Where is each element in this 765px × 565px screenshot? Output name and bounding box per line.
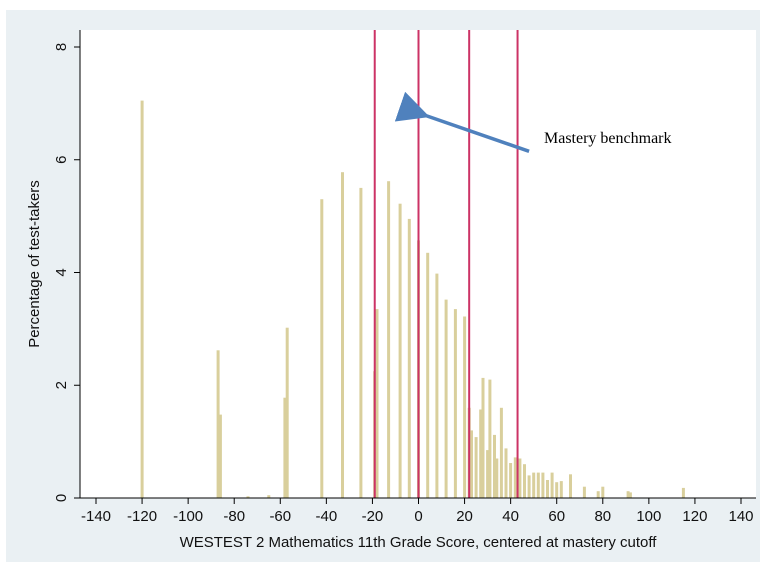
x-tick-label: -60 (269, 508, 291, 525)
annotation-text: Mastery benchmark (544, 130, 672, 147)
y-tick-label: 4 (53, 268, 70, 276)
annotation: Mastery benchmark (394, 91, 672, 153)
x-tick-label: -20 (362, 508, 384, 525)
bar (320, 199, 324, 498)
bar (488, 379, 492, 498)
bar (341, 172, 344, 498)
bar (513, 457, 517, 498)
bar (453, 309, 457, 498)
y-tick-label: 8 (53, 43, 70, 51)
bar (218, 414, 222, 498)
bar (283, 397, 287, 498)
bar (628, 492, 632, 498)
x-tick-label: -40 (316, 508, 338, 525)
x-axis-title: WESTEST 2 Mathematics 11th Grade Score, … (180, 534, 658, 551)
bar (518, 458, 522, 498)
bar (493, 434, 496, 498)
chart-svg: -140 -120 -100 -80 -60 -40 -20 0 20 40 60 80 100 120 1… (26, 30, 756, 551)
x-tick-label: 20 (456, 508, 473, 525)
y-axis-title: Percentage of test-takers (26, 180, 43, 348)
y-tick-label: 2 (53, 381, 70, 389)
bar (681, 487, 685, 498)
x-tick-label: 120 (682, 508, 707, 525)
chart-figure: -140 -120 -100 -80 -60 -40 -20 0 20 40 60 80 100 120 1… (6, 10, 760, 562)
bar (481, 377, 485, 498)
bar (550, 472, 554, 498)
bar (532, 472, 536, 498)
bar (486, 450, 490, 498)
bar (504, 448, 508, 498)
bar (359, 187, 363, 498)
x-tick-label: 140 (728, 508, 753, 525)
bar (216, 350, 220, 498)
bar (582, 486, 586, 498)
bar (626, 491, 630, 498)
bar (474, 437, 478, 498)
bar (267, 495, 271, 498)
bar (596, 491, 600, 498)
bar (387, 181, 391, 498)
bar (470, 430, 473, 498)
bar (285, 327, 289, 498)
y-tick-label: 6 (53, 156, 70, 164)
annotation-arrow (394, 91, 530, 153)
bar (499, 407, 503, 498)
x-tick-label: 40 (502, 508, 519, 525)
bar (523, 464, 526, 498)
x-tick-label: 100 (636, 508, 661, 525)
y-axis-ticks: 0 2 4 6 8 (53, 43, 80, 502)
bar (509, 463, 513, 498)
bar (495, 458, 499, 498)
bar (407, 218, 411, 498)
bar (444, 299, 448, 498)
x-tick-label: -100 (173, 508, 203, 525)
bar (435, 273, 439, 498)
x-tick-label: -80 (223, 508, 245, 525)
bar (398, 203, 402, 498)
x-axis-ticks: -140 -120 -100 -80 -60 -40 -20 0 20 40 60 80 100 120 1… (81, 498, 754, 525)
bar (479, 409, 483, 498)
bar (559, 481, 563, 498)
bar (426, 252, 430, 498)
bar (140, 100, 144, 498)
x-tick-label: 80 (594, 508, 611, 525)
bar (246, 496, 250, 498)
bar (546, 480, 549, 498)
bar (569, 474, 572, 498)
bar (375, 309, 379, 498)
y-tick-label: 0 (53, 494, 70, 502)
bar (541, 472, 545, 498)
bar (536, 472, 540, 498)
x-tick-label: 0 (414, 508, 422, 525)
bar (527, 475, 531, 498)
bar (555, 482, 559, 498)
x-tick-label: 60 (548, 508, 565, 525)
bar (463, 316, 467, 498)
x-tick-label: -140 (81, 508, 111, 525)
x-tick-label: -120 (127, 508, 157, 525)
bar (601, 486, 605, 498)
